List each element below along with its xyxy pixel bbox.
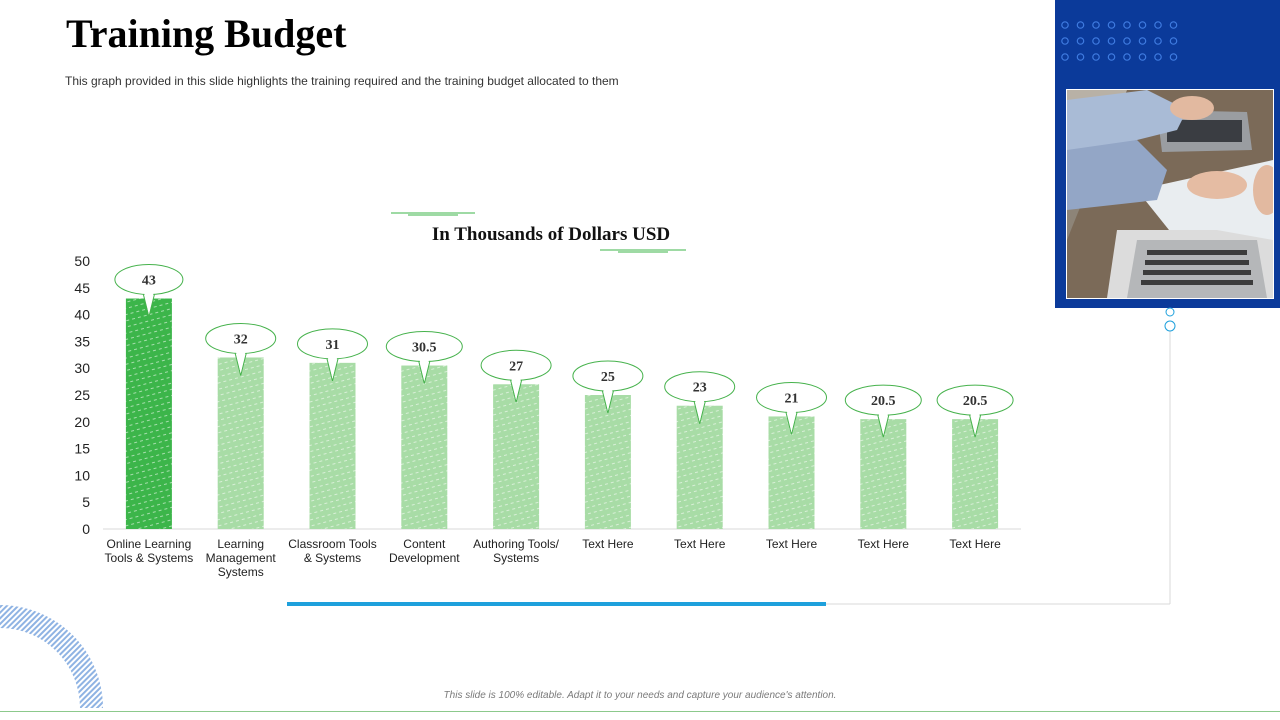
value-callout: 21: [756, 381, 827, 435]
x-tick-label: Learning Management Systems: [206, 537, 277, 579]
x-tick-label: Text Here: [949, 537, 1001, 551]
pattern-dot: [1169, 37, 1178, 45]
pattern-dot: [1169, 53, 1178, 61]
value-callout: 43: [114, 264, 184, 317]
x-tick-label: Online Learning Tools & Systems: [105, 537, 194, 565]
y-tick-label: 35: [74, 333, 90, 349]
pattern-dot: [1138, 37, 1147, 45]
pattern-dot: [1138, 53, 1147, 61]
chart-frame: [287, 307, 1176, 606]
value-callout: 30.5: [385, 331, 463, 384]
x-tick-label: Text Here: [674, 537, 726, 551]
bar: [768, 416, 815, 529]
bar: [952, 419, 999, 529]
data-label: 23: [693, 381, 707, 396]
x-tick-label: Text Here: [766, 537, 818, 551]
pattern-dot: [1092, 53, 1100, 61]
value-callout: 20.5: [936, 384, 1014, 438]
data-label: 32: [234, 332, 248, 347]
x-tick-label: Content Development: [389, 537, 460, 565]
y-tick-label: 45: [74, 280, 90, 296]
footer-note: This slide is 100% editable. Adapt it to…: [443, 690, 837, 701]
y-tick-label: 0: [82, 521, 90, 537]
pattern-dot: [1107, 21, 1116, 29]
value-callout: 32: [205, 322, 277, 376]
y-tick-label: 20: [74, 414, 90, 430]
y-tick-label: 15: [74, 441, 90, 457]
laptop-photo-icon: [1066, 89, 1274, 299]
y-tick-label: 50: [74, 253, 90, 269]
value-callout: 25: [572, 360, 644, 414]
x-tick-label: Authoring Tools/Systems: [473, 537, 560, 565]
pattern-dot: [1154, 21, 1162, 29]
pattern-dot: [1061, 53, 1069, 61]
y-tick-label: 25: [74, 387, 90, 403]
y-tick-label: 40: [74, 307, 90, 323]
data-label: 20.5: [963, 394, 988, 409]
pattern-dot: [1107, 37, 1116, 45]
bar: [676, 405, 723, 529]
bar: [860, 419, 907, 529]
y-tick-label: 30: [74, 360, 90, 376]
data-label: 27: [509, 359, 523, 374]
pattern-dot: [1123, 21, 1131, 29]
data-label: 20.5: [871, 394, 896, 409]
value-callout: 20.5: [844, 384, 922, 438]
data-label: 21: [785, 391, 799, 406]
chart-title: In Thousands of Dollars USD: [432, 224, 670, 245]
pattern-dot: [1061, 21, 1069, 29]
data-label: 43: [142, 274, 156, 289]
chart-title-decoration: [391, 212, 686, 253]
pattern-dot: [1138, 21, 1147, 29]
bar: [401, 365, 448, 529]
bar: [493, 384, 540, 529]
x-tick-label: Text Here: [582, 537, 634, 551]
data-label: 25: [601, 370, 615, 385]
y-tick-label: 10: [74, 467, 90, 483]
pattern-dot: [1123, 53, 1131, 61]
x-tick-label: Text Here: [858, 537, 910, 551]
dot-pattern: [1061, 21, 1178, 61]
x-tick-label: Classroom Tools & Systems: [288, 537, 376, 565]
pattern-dot: [1061, 37, 1069, 45]
pattern-dot: [1123, 37, 1131, 45]
page-subtitle: This graph provided in this slide highli…: [65, 74, 619, 88]
pattern-dot: [1169, 21, 1178, 29]
pattern-dot: [1076, 37, 1085, 45]
bar: [217, 357, 264, 529]
pattern-dot: [1154, 37, 1162, 45]
photo-panel: [1055, 0, 1280, 308]
decorative-arc: [0, 605, 103, 708]
value-callout: 23: [664, 371, 736, 424]
y-tick-label: 5: [82, 494, 90, 510]
value-callout: 27: [480, 349, 552, 403]
data-label: 30.5: [412, 341, 437, 356]
bar: [125, 298, 172, 529]
value-callout: 31: [297, 328, 368, 381]
pattern-dot: [1092, 21, 1100, 29]
bar: [309, 362, 356, 529]
bar: [584, 395, 631, 529]
data-label: 31: [326, 338, 340, 353]
footer-divider: [0, 711, 1280, 712]
pattern-dot: [1107, 53, 1116, 61]
page-title: Training Budget: [66, 11, 347, 56]
pattern-dot: [1154, 53, 1162, 61]
pattern-dot: [1076, 53, 1085, 61]
pattern-dot: [1076, 21, 1085, 29]
pattern-dot: [1092, 37, 1100, 45]
